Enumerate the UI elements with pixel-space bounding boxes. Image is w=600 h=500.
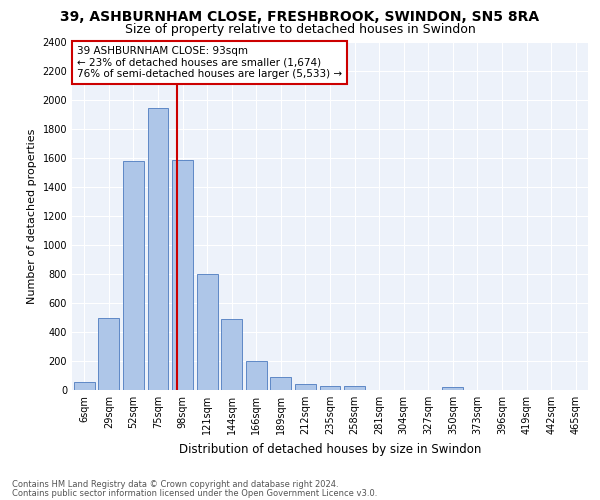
Bar — [74, 382, 95, 390]
Y-axis label: Number of detached properties: Number of detached properties — [27, 128, 37, 304]
Bar — [221, 319, 242, 390]
X-axis label: Distribution of detached houses by size in Swindon: Distribution of detached houses by size … — [179, 442, 481, 456]
Bar — [442, 387, 463, 390]
Bar — [98, 318, 119, 390]
Bar — [172, 160, 193, 390]
Bar — [271, 377, 292, 390]
Text: Contains HM Land Registry data © Crown copyright and database right 2024.: Contains HM Land Registry data © Crown c… — [12, 480, 338, 489]
Bar — [295, 384, 316, 390]
Bar — [148, 108, 169, 390]
Bar — [246, 361, 267, 390]
Bar — [344, 386, 365, 390]
Text: Size of property relative to detached houses in Swindon: Size of property relative to detached ho… — [125, 22, 475, 36]
Text: 39, ASHBURNHAM CLOSE, FRESHBROOK, SWINDON, SN5 8RA: 39, ASHBURNHAM CLOSE, FRESHBROOK, SWINDO… — [61, 10, 539, 24]
Text: Contains public sector information licensed under the Open Government Licence v3: Contains public sector information licen… — [12, 489, 377, 498]
Bar — [320, 386, 340, 390]
Bar — [197, 274, 218, 390]
Bar — [123, 161, 144, 390]
Text: 39 ASHBURNHAM CLOSE: 93sqm
← 23% of detached houses are smaller (1,674)
76% of s: 39 ASHBURNHAM CLOSE: 93sqm ← 23% of deta… — [77, 46, 342, 79]
